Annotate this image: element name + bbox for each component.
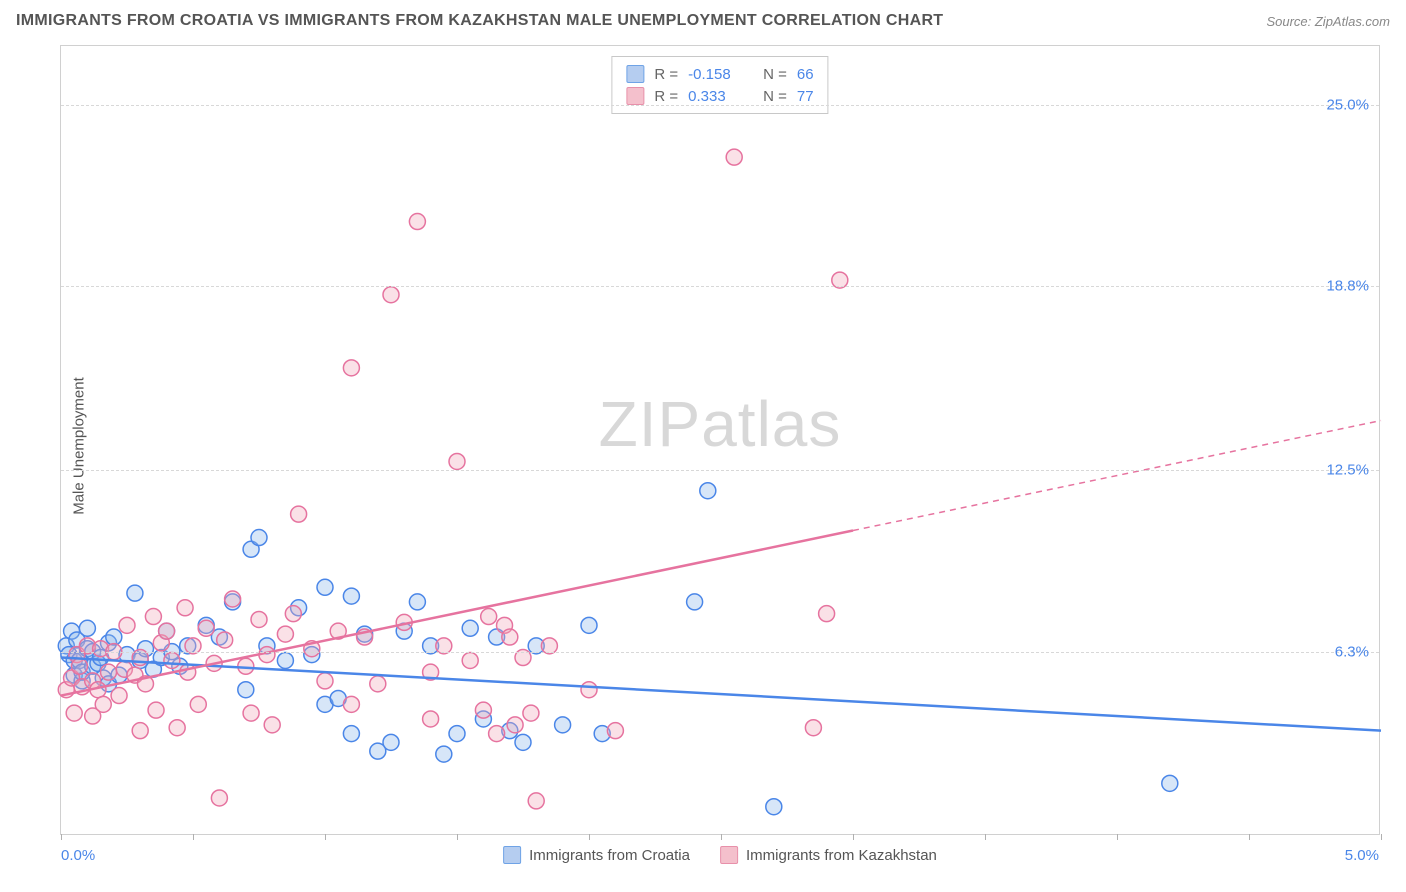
legend-swatch-croatia-bottom: [503, 846, 521, 864]
legend-item-kazakhstan: Immigrants from Kazakhstan: [720, 846, 937, 864]
series-legend: Immigrants from Croatia Immigrants from …: [503, 846, 937, 864]
n-value-kazakhstan: 77: [797, 88, 814, 105]
n-value-croatia: 66: [797, 66, 814, 83]
legend-swatch-croatia: [626, 65, 644, 83]
plot-area: ZIPatlas R = -0.158 N = 66 R = 0.333 N =…: [60, 45, 1380, 835]
y-tick-label: 12.5%: [1326, 462, 1369, 479]
x-tick: [853, 834, 854, 840]
x-tick: [325, 834, 326, 840]
x-tick: [1249, 834, 1250, 840]
x-axis-max-label: 5.0%: [1345, 847, 1379, 864]
x-tick: [61, 834, 62, 840]
legend-swatch-kazakhstan: [626, 87, 644, 105]
x-tick: [721, 834, 722, 840]
gridline: [61, 105, 1379, 106]
x-tick: [1381, 834, 1382, 840]
chart-title: IMMIGRANTS FROM CROATIA VS IMMIGRANTS FR…: [16, 12, 943, 30]
r-value-croatia: -0.158: [688, 66, 743, 83]
y-tick-label: 18.8%: [1326, 277, 1369, 294]
gridline: [61, 652, 1379, 653]
chart-svg: [61, 46, 1379, 834]
x-axis-min-label: 0.0%: [61, 847, 95, 864]
x-tick: [193, 834, 194, 840]
x-tick: [1117, 834, 1118, 840]
x-tick: [457, 834, 458, 840]
x-tick: [589, 834, 590, 840]
r-value-kazakhstan: 0.333: [688, 88, 743, 105]
legend-row-croatia: R = -0.158 N = 66: [626, 63, 813, 85]
x-tick: [985, 834, 986, 840]
y-tick-label: 25.0%: [1326, 96, 1369, 113]
gridline: [61, 286, 1379, 287]
legend-item-croatia: Immigrants from Croatia: [503, 846, 690, 864]
legend-swatch-kazakhstan-bottom: [720, 846, 738, 864]
gridline: [61, 470, 1379, 471]
y-tick-label: 6.3%: [1335, 643, 1369, 660]
source-text: Source: ZipAtlas.com: [1266, 14, 1390, 29]
